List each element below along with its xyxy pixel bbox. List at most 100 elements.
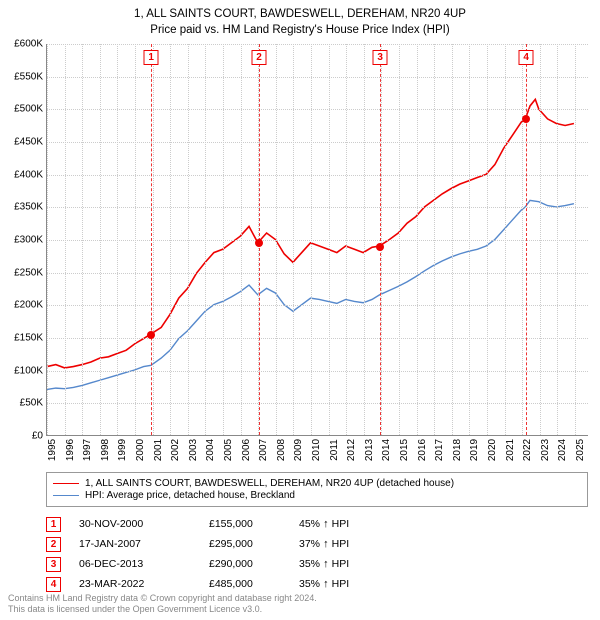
x-gridline	[100, 44, 101, 435]
x-tick-label: 2015	[399, 439, 410, 461]
legend-label: HPI: Average price, detached house, Brec…	[85, 490, 295, 501]
y-gridline	[47, 338, 588, 339]
y-tick-label: £550K	[14, 71, 43, 82]
title-line1: 1, ALL SAINTS COURT, BAWDESWELL, DEREHAM…	[0, 6, 600, 22]
transaction-row: 130-NOV-2000£155,00045% ↑ HPI	[46, 514, 409, 534]
arrow-up-icon: ↑	[320, 538, 332, 550]
transaction-delta-note: HPI	[332, 538, 350, 550]
x-gridline	[557, 44, 558, 435]
x-gridline	[575, 44, 576, 435]
legend-swatch	[53, 495, 79, 496]
x-tick-label: 2022	[522, 439, 533, 461]
x-gridline	[170, 44, 171, 435]
transaction-delta-pct: 45%	[299, 518, 320, 530]
y-gridline	[47, 44, 588, 45]
footer-line2: This data is licensed under the Open Gov…	[8, 604, 317, 616]
x-tick-label: 2013	[364, 439, 375, 461]
marker-vline	[151, 44, 152, 435]
transactions-table: 130-NOV-2000£155,00045% ↑ HPI217-JAN-200…	[46, 514, 409, 594]
title-line2: Price paid vs. HM Land Registry's House …	[0, 22, 600, 38]
x-tick-label: 1996	[65, 439, 76, 461]
footer: Contains HM Land Registry data © Crown c…	[8, 593, 317, 616]
x-tick-label: 1998	[100, 439, 111, 461]
legend-swatch	[53, 483, 79, 484]
x-gridline	[135, 44, 136, 435]
legend: 1, ALL SAINTS COURT, BAWDESWELL, DEREHAM…	[46, 472, 588, 507]
x-gridline	[469, 44, 470, 435]
transaction-date: 06-DEC-2013	[79, 558, 209, 570]
transaction-delta-note: HPI	[332, 558, 350, 570]
y-tick-label: £0	[32, 431, 43, 442]
x-gridline	[505, 44, 506, 435]
chart-container: 1, ALL SAINTS COURT, BAWDESWELL, DEREHAM…	[0, 0, 600, 620]
x-gridline	[417, 44, 418, 435]
marker-number: 2	[252, 50, 267, 65]
transaction-row: 217-JAN-2007£295,00037% ↑ HPI	[46, 534, 409, 554]
x-tick-label: 2005	[223, 439, 234, 461]
x-gridline	[241, 44, 242, 435]
x-tick-label: 2021	[505, 439, 516, 461]
x-gridline	[205, 44, 206, 435]
arrow-up-icon: ↑	[320, 558, 332, 570]
transaction-delta-pct: 35%	[299, 558, 320, 570]
transaction-number: 4	[46, 577, 61, 592]
x-tick-label: 2016	[417, 439, 428, 461]
y-gridline	[47, 77, 588, 78]
y-gridline	[47, 273, 588, 274]
x-gridline	[399, 44, 400, 435]
x-gridline	[293, 44, 294, 435]
legend-item: HPI: Average price, detached house, Brec…	[53, 490, 581, 501]
transaction-price: £290,000	[209, 558, 299, 570]
transaction-delta: 35% ↑ HPI	[299, 558, 409, 570]
marker-dot	[255, 239, 263, 247]
x-tick-label: 2006	[241, 439, 252, 461]
y-gridline	[47, 371, 588, 372]
x-tick-label: 2011	[329, 439, 340, 461]
x-tick-label: 1999	[117, 439, 128, 461]
legend-label: 1, ALL SAINTS COURT, BAWDESWELL, DEREHAM…	[85, 478, 454, 489]
marker-dot	[522, 115, 530, 123]
x-gridline	[82, 44, 83, 435]
y-tick-label: £400K	[14, 169, 43, 180]
transaction-date: 30-NOV-2000	[79, 518, 209, 530]
x-tick-label: 2012	[346, 439, 357, 461]
x-gridline	[153, 44, 154, 435]
arrow-up-icon: ↑	[320, 518, 332, 530]
transaction-price: £295,000	[209, 538, 299, 550]
x-gridline	[346, 44, 347, 435]
y-tick-label: £450K	[14, 137, 43, 148]
x-tick-label: 2009	[293, 439, 304, 461]
x-gridline	[522, 44, 523, 435]
y-gridline	[47, 403, 588, 404]
x-gridline	[381, 44, 382, 435]
y-tick-label: £250K	[14, 267, 43, 278]
x-gridline	[364, 44, 365, 435]
y-gridline	[47, 109, 588, 110]
x-tick-label: 2018	[452, 439, 463, 461]
marker-number: 3	[373, 50, 388, 65]
transaction-delta-pct: 35%	[299, 578, 320, 590]
x-gridline	[47, 44, 48, 435]
y-tick-label: £500K	[14, 104, 43, 115]
x-gridline	[117, 44, 118, 435]
y-gridline	[47, 240, 588, 241]
marker-dot	[147, 331, 155, 339]
x-tick-label: 2020	[487, 439, 498, 461]
y-tick-label: £150K	[14, 333, 43, 344]
y-gridline	[47, 305, 588, 306]
y-gridline	[47, 142, 588, 143]
x-tick-label: 2002	[170, 439, 181, 461]
x-tick-label: 2025	[575, 439, 586, 461]
x-tick-label: 2008	[276, 439, 287, 461]
transaction-number: 3	[46, 557, 61, 572]
transaction-delta: 45% ↑ HPI	[299, 518, 409, 530]
x-tick-label: 1995	[47, 439, 58, 461]
x-gridline	[434, 44, 435, 435]
x-gridline	[540, 44, 541, 435]
x-tick-label: 2017	[434, 439, 445, 461]
x-tick-label: 2014	[381, 439, 392, 461]
y-gridline	[47, 207, 588, 208]
x-gridline	[65, 44, 66, 435]
marker-dot	[376, 243, 384, 251]
y-tick-label: £600K	[14, 39, 43, 50]
